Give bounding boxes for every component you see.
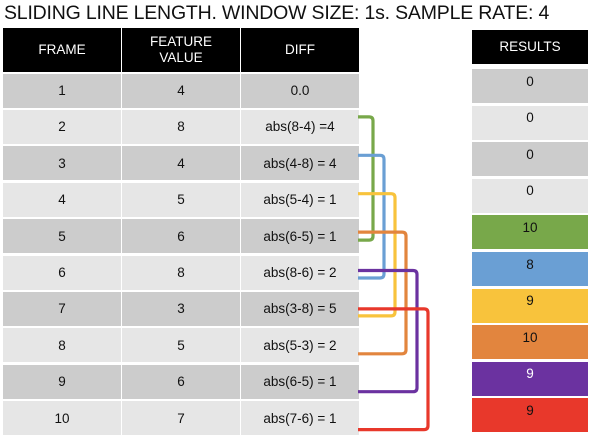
diff-cell: abs(5-3) = 2 bbox=[241, 328, 359, 363]
diff-cell: abs(8-6) = 2 bbox=[241, 255, 359, 290]
column-header: DIFF bbox=[241, 28, 359, 72]
feature-value-cell: 4 bbox=[122, 73, 240, 108]
result-cell: 8 bbox=[472, 252, 588, 286]
result-cell: 9 bbox=[472, 361, 588, 396]
column-header: FRAME bbox=[3, 28, 121, 72]
window-bracket bbox=[358, 307, 430, 432]
feature-value-cell: 7 bbox=[122, 401, 240, 436]
window-bracket bbox=[358, 115, 375, 242]
feature-value-cell: 6 bbox=[122, 364, 240, 399]
result-cell: 10 bbox=[472, 325, 588, 360]
diff-cell: abs(6-5) = 1 bbox=[241, 219, 359, 254]
diff-cell: abs(8-4) =4 bbox=[241, 109, 359, 144]
feature-value-cell: 8 bbox=[122, 255, 240, 290]
diff-cell: abs(3-8) = 5 bbox=[241, 291, 359, 326]
frame-cell: 2 bbox=[3, 109, 121, 144]
frame-cell: 4 bbox=[3, 182, 121, 217]
result-cell: 9 bbox=[472, 398, 588, 433]
window-bracket bbox=[358, 268, 419, 394]
result-cell: 0 bbox=[472, 69, 588, 103]
diff-cell: abs(5-4) = 1 bbox=[241, 182, 359, 217]
frame-cell: 3 bbox=[3, 146, 121, 181]
feature-value-cell: 5 bbox=[122, 328, 240, 363]
column-header: FEATURE VALUE bbox=[122, 28, 240, 72]
frame-cell: 6 bbox=[3, 255, 121, 290]
feature-value-cell: 6 bbox=[122, 219, 240, 254]
frame-cell: 10 bbox=[3, 401, 121, 436]
page-title: SLIDING LINE LENGTH. WINDOW SIZE: 1s. SA… bbox=[4, 2, 550, 24]
result-cell: 9 bbox=[472, 288, 588, 323]
diff-cell: abs(7-6) = 1 bbox=[241, 401, 359, 436]
window-bracket bbox=[358, 230, 408, 356]
result-cell: 10 bbox=[472, 215, 588, 250]
feature-value-cell: 5 bbox=[122, 182, 240, 217]
feature-value-cell: 4 bbox=[122, 146, 240, 181]
feature-value-cell: 8 bbox=[122, 109, 240, 144]
diff-cell: 0.0 bbox=[241, 73, 359, 108]
results-header: RESULTS bbox=[472, 30, 588, 64]
frame-cell: 8 bbox=[3, 328, 121, 363]
frame-cell: 9 bbox=[3, 364, 121, 399]
result-cell: 0 bbox=[472, 105, 588, 140]
result-cell: 0 bbox=[472, 142, 588, 177]
frame-cell: 5 bbox=[3, 219, 121, 254]
frame-cell: 7 bbox=[3, 291, 121, 326]
window-bracket bbox=[358, 192, 397, 318]
feature-value-cell: 3 bbox=[122, 291, 240, 326]
diff-cell: abs(6-5) = 1 bbox=[241, 364, 359, 399]
diff-cell: abs(4-8) = 4 bbox=[241, 146, 359, 181]
window-bracket bbox=[358, 153, 386, 280]
result-cell: 0 bbox=[472, 178, 588, 213]
frame-cell: 1 bbox=[3, 73, 121, 108]
